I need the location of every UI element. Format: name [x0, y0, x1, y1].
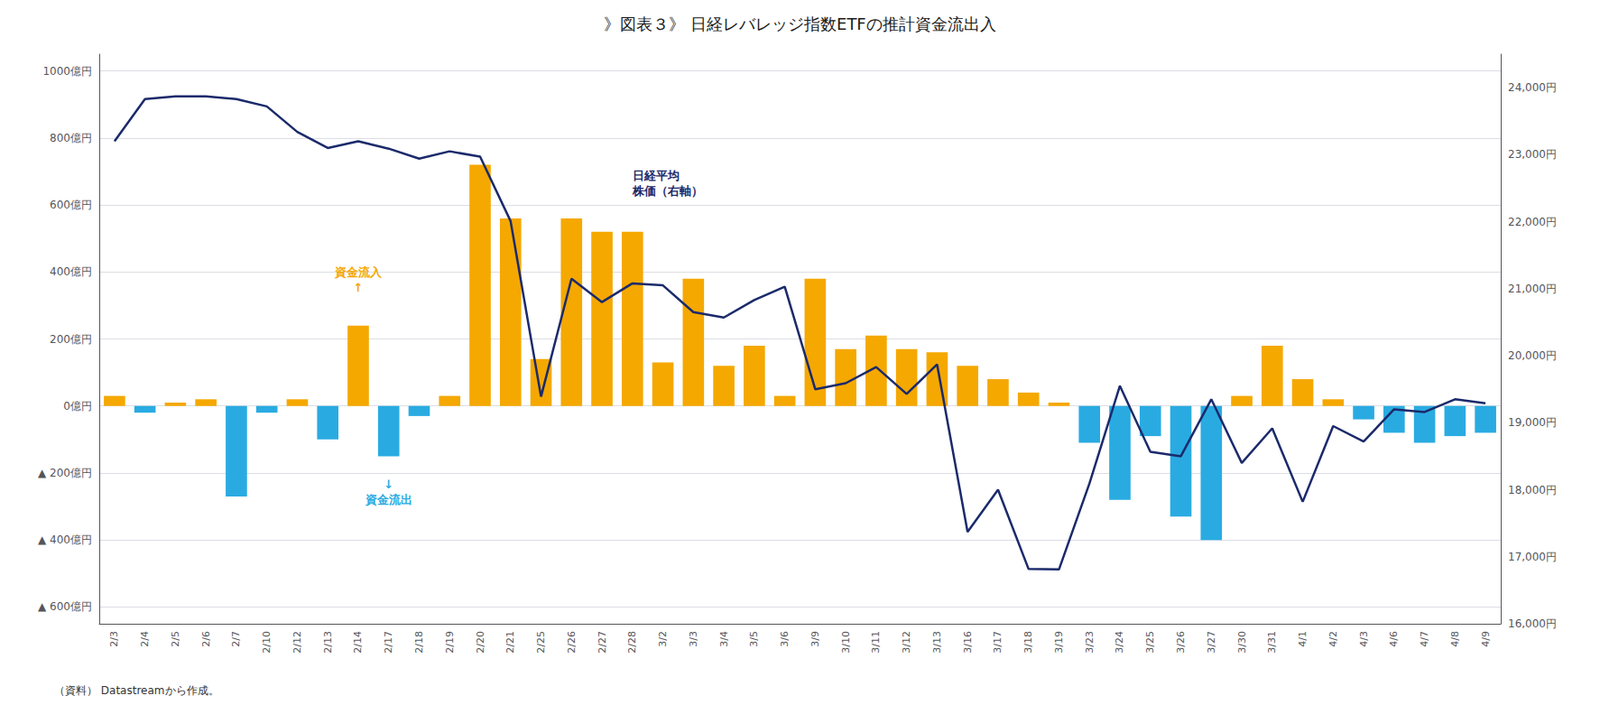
- svg-text:2/7: 2/7: [230, 630, 242, 648]
- svg-text:資金流出: 資金流出: [364, 492, 413, 507]
- svg-text:3/9: 3/9: [809, 630, 822, 648]
- svg-text:2/14: 2/14: [351, 630, 364, 654]
- svg-text:2/6: 2/6: [200, 630, 213, 648]
- svg-text:2/27: 2/27: [596, 630, 609, 654]
- svg-text:2/10: 2/10: [260, 630, 273, 654]
- svg-text:3/11: 3/11: [869, 630, 882, 654]
- svg-text:4/6: 4/6: [1387, 630, 1400, 648]
- svg-text:3/23: 3/23: [1083, 630, 1096, 654]
- svg-text:2/4: 2/4: [138, 630, 151, 648]
- svg-text:▲ 200億円: ▲ 200億円: [37, 466, 93, 480]
- svg-text:4/2: 4/2: [1327, 630, 1340, 648]
- svg-text:3/12: 3/12: [900, 630, 913, 654]
- svg-text:日経平均: 日経平均: [632, 168, 680, 183]
- svg-text:2/18: 2/18: [413, 630, 426, 654]
- svg-text:（資料） Datastreamから作成。: （資料） Datastreamから作成。: [54, 684, 220, 697]
- svg-text:17,000円: 17,000円: [1507, 550, 1557, 564]
- svg-text:3/19: 3/19: [1053, 630, 1065, 654]
- svg-text:2/12: 2/12: [291, 630, 304, 654]
- svg-text:3/27: 3/27: [1205, 630, 1218, 654]
- svg-text:16,000円: 16,000円: [1507, 617, 1557, 630]
- svg-text:2/25: 2/25: [535, 630, 547, 654]
- svg-text:↑: ↑: [353, 280, 364, 295]
- svg-text:4/3: 4/3: [1358, 630, 1370, 648]
- svg-text:21,000円: 21,000円: [1507, 282, 1557, 296]
- svg-text:3/24: 3/24: [1113, 630, 1126, 654]
- svg-text:18,000円: 18,000円: [1507, 483, 1557, 497]
- svg-text:▲ 400億円: ▲ 400億円: [37, 533, 93, 546]
- svg-text:800億円: 800億円: [49, 131, 93, 145]
- svg-text:3/30: 3/30: [1236, 630, 1249, 654]
- svg-text:3/31: 3/31: [1266, 630, 1278, 654]
- svg-text:20,000円: 20,000円: [1507, 349, 1557, 362]
- svg-text:400億円: 400億円: [49, 265, 93, 278]
- svg-text:4/1: 4/1: [1296, 630, 1309, 648]
- svg-text:資金流入: 資金流入: [333, 265, 383, 279]
- svg-text:3/2: 3/2: [656, 630, 669, 648]
- svg-text:2/19: 2/19: [443, 630, 456, 654]
- svg-text:19,000円: 19,000円: [1507, 416, 1557, 429]
- svg-text:3/10: 3/10: [840, 630, 852, 654]
- svg-text:22,000円: 22,000円: [1507, 215, 1557, 229]
- svg-text:》図表３》 日経レバレッジ指数ETFの推計資金流出入: 》図表３》 日経レバレッジ指数ETFの推計資金流出入: [603, 14, 996, 34]
- svg-text:1000億円: 1000億円: [42, 64, 93, 78]
- svg-text:3/25: 3/25: [1144, 630, 1157, 654]
- svg-text:4/8: 4/8: [1449, 630, 1462, 648]
- svg-text:3/26: 3/26: [1174, 630, 1187, 654]
- svg-text:3/17: 3/17: [991, 630, 1004, 654]
- svg-text:2/26: 2/26: [565, 630, 578, 654]
- svg-text:4/9: 4/9: [1479, 630, 1492, 648]
- svg-text:3/13: 3/13: [931, 630, 944, 654]
- svg-text:200億円: 200億円: [49, 332, 93, 346]
- svg-text:24,000円: 24,000円: [1507, 81, 1557, 94]
- svg-text:2/13: 2/13: [322, 630, 334, 654]
- svg-text:4/7: 4/7: [1418, 630, 1431, 648]
- svg-text:600億円: 600億円: [49, 198, 93, 212]
- svg-text:2/21: 2/21: [504, 630, 517, 654]
- svg-text:▲ 600億円: ▲ 600億円: [37, 600, 93, 613]
- svg-text:23,000円: 23,000円: [1507, 147, 1557, 161]
- svg-text:3/16: 3/16: [961, 630, 974, 654]
- svg-text:0億円: 0億円: [63, 399, 93, 413]
- svg-text:2/20: 2/20: [474, 630, 487, 654]
- svg-text:2/28: 2/28: [626, 630, 639, 654]
- svg-text:3/4: 3/4: [718, 630, 731, 648]
- svg-text:3/5: 3/5: [748, 630, 760, 648]
- svg-text:2/5: 2/5: [169, 630, 182, 648]
- svg-text:2/17: 2/17: [382, 630, 395, 654]
- svg-text:3/18: 3/18: [1022, 630, 1035, 654]
- svg-text:3/6: 3/6: [778, 630, 791, 648]
- svg-text:3/3: 3/3: [687, 630, 700, 648]
- svg-text:↓: ↓: [383, 477, 394, 491]
- svg-text:株価（右軸）: 株価（右軸）: [631, 184, 703, 198]
- svg-text:2/3: 2/3: [108, 630, 121, 648]
